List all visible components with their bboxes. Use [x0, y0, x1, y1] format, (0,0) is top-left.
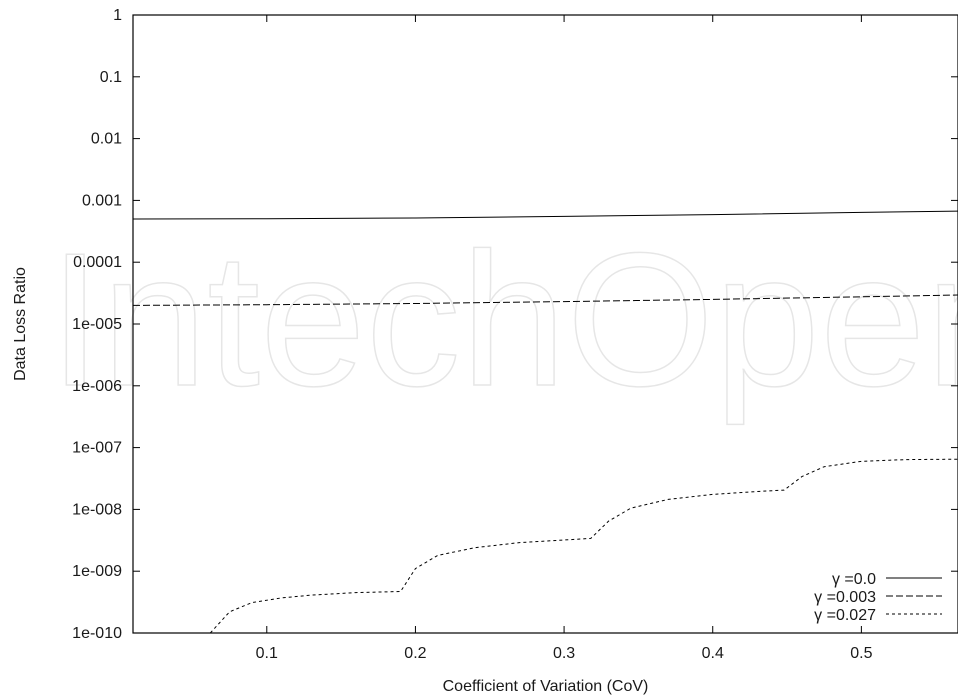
x-tick-label: 0.1: [256, 645, 278, 662]
x-axis-title: Coefficient of Variation (CoV): [443, 678, 649, 695]
watermark: IntechOpen: [49, 214, 958, 426]
x-tick-label: 0.4: [702, 645, 724, 662]
x-tick-label: 0.5: [850, 645, 872, 662]
y-tick-label: 1: [113, 7, 122, 24]
legend-label: γ =0.003: [814, 589, 876, 606]
y-tick-label: 0.0001: [73, 254, 122, 271]
y-tick-label: 1e-010: [72, 625, 122, 642]
series-line-0: [132, 210, 958, 220]
y-tick-label: 1e-005: [72, 316, 122, 333]
legend-label: γ =0.0: [832, 571, 876, 588]
y-tick-label: 0.001: [82, 192, 122, 209]
y-axis-title: Data Loss Ratio: [12, 267, 29, 381]
y-tick-label: 1e-008: [72, 501, 122, 518]
legend-label: γ =0.027: [814, 607, 876, 624]
series-layer: [132, 210, 958, 634]
series-line-2: [209, 458, 958, 634]
y-tick-label: 0.1: [100, 69, 122, 86]
ticks-layer: 1e-010 1e-009 1e-008 1e-007 1e-006 1e-005 0.00…: [72, 7, 958, 662]
x-tick-label: 0.2: [404, 645, 426, 662]
y-tick-label: 1e-009: [72, 563, 122, 580]
y-tick-label: 1e-007: [72, 440, 122, 457]
y-tick-label: 1e-006: [72, 378, 122, 395]
x-tick-label: 0.3: [553, 645, 575, 662]
series-line-1: [132, 294, 958, 306]
y-tick-label: 0.01: [91, 131, 122, 148]
